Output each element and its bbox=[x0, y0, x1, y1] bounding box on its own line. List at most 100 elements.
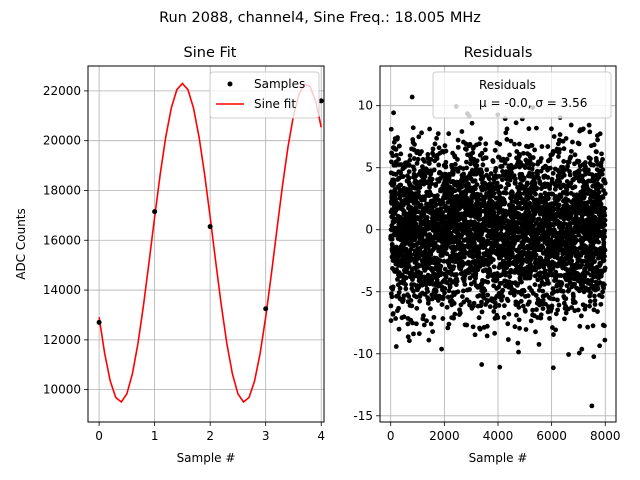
residual-point bbox=[556, 154, 561, 159]
residual-point bbox=[479, 299, 484, 305]
residual-point bbox=[568, 148, 574, 154]
residual-point bbox=[424, 318, 429, 324]
residual-point bbox=[446, 321, 452, 327]
residual-point bbox=[435, 298, 441, 303]
residual-point bbox=[403, 282, 408, 287]
residual-point bbox=[428, 157, 434, 162]
residual-point bbox=[540, 306, 546, 312]
residual-point bbox=[533, 191, 538, 197]
residual-point bbox=[476, 315, 482, 321]
sine-fit-legend: Samples Sine fit bbox=[209, 71, 320, 119]
residual-point bbox=[589, 403, 595, 409]
residual-point bbox=[572, 152, 578, 158]
residual-point bbox=[508, 138, 514, 144]
residual-point bbox=[497, 141, 503, 147]
residual-point bbox=[482, 288, 488, 293]
residual-point bbox=[570, 139, 575, 145]
residual-point bbox=[476, 250, 482, 256]
residual-point bbox=[434, 135, 439, 141]
residual-point bbox=[396, 305, 401, 311]
residual-point bbox=[476, 217, 482, 222]
sample-point bbox=[96, 319, 102, 325]
residual-point bbox=[413, 174, 418, 179]
residual-point bbox=[512, 176, 518, 182]
residual-point bbox=[398, 170, 403, 176]
residual-point bbox=[507, 177, 513, 183]
residual-point bbox=[588, 156, 593, 162]
residual-point bbox=[526, 299, 532, 305]
residual-point bbox=[423, 194, 428, 199]
residual-point bbox=[414, 160, 420, 166]
residual-point bbox=[602, 191, 608, 196]
residual-point bbox=[492, 300, 498, 306]
residual-point bbox=[479, 309, 485, 315]
residual-point bbox=[517, 325, 522, 331]
residual-point bbox=[472, 186, 478, 192]
residual-point bbox=[444, 304, 450, 310]
residual-point bbox=[485, 292, 491, 298]
residual-point bbox=[421, 211, 427, 217]
residual-point bbox=[533, 267, 538, 273]
sine-fit-ytick-label: 22000 bbox=[43, 84, 81, 98]
residual-point bbox=[400, 202, 406, 208]
residual-point bbox=[602, 217, 608, 223]
residual-point bbox=[558, 273, 564, 278]
residual-point bbox=[442, 290, 447, 296]
residual-point bbox=[421, 313, 426, 319]
residuals-ytick-label: 0 bbox=[365, 223, 373, 237]
residual-point bbox=[482, 147, 488, 153]
residual-point bbox=[592, 258, 597, 264]
residual-point bbox=[492, 330, 498, 336]
residual-point bbox=[467, 287, 472, 292]
residual-point bbox=[441, 294, 446, 300]
residual-point bbox=[492, 304, 498, 310]
residual-point bbox=[525, 293, 531, 299]
residual-point bbox=[568, 220, 574, 226]
residual-point bbox=[513, 120, 519, 126]
residual-point bbox=[440, 200, 446, 205]
residual-point bbox=[446, 288, 452, 294]
sine-fit-curve bbox=[98, 82, 323, 404]
residuals-ticks: 0 2000 4000 6000 8000 -15 -10 -5 0 5 10 bbox=[353, 99, 620, 443]
residual-point bbox=[583, 171, 588, 177]
sample-point bbox=[263, 306, 269, 312]
residual-point bbox=[532, 180, 538, 186]
residual-point bbox=[507, 152, 512, 158]
residual-point bbox=[480, 236, 486, 242]
residual-point bbox=[512, 141, 517, 147]
residual-point bbox=[516, 304, 522, 310]
residual-point bbox=[390, 311, 396, 316]
residual-point bbox=[401, 314, 407, 320]
residual-point bbox=[426, 337, 432, 343]
residual-point bbox=[417, 298, 423, 304]
residual-point bbox=[537, 270, 543, 276]
residual-point bbox=[585, 281, 591, 286]
residual-point bbox=[511, 292, 517, 298]
residual-point bbox=[585, 324, 591, 330]
residual-point bbox=[564, 179, 570, 184]
residual-point bbox=[564, 187, 570, 193]
residual-point bbox=[406, 263, 412, 269]
residual-point bbox=[557, 147, 562, 152]
sine-fit-xtick-label: 0 bbox=[95, 429, 103, 443]
residual-point bbox=[438, 263, 444, 269]
residual-point bbox=[556, 202, 562, 208]
residual-point bbox=[443, 275, 449, 280]
residual-point bbox=[432, 240, 438, 246]
residual-point bbox=[411, 331, 416, 337]
residual-point bbox=[553, 327, 559, 333]
sine-fit-ytick-label: 14000 bbox=[43, 283, 81, 297]
residual-point bbox=[563, 296, 569, 302]
residual-point bbox=[597, 343, 603, 349]
residual-point bbox=[547, 165, 553, 171]
residual-point bbox=[553, 311, 559, 317]
residual-point bbox=[406, 294, 412, 299]
residual-point bbox=[389, 294, 395, 300]
residual-point bbox=[393, 344, 399, 349]
sine-fit-ytick-label: 12000 bbox=[43, 333, 81, 347]
residual-point bbox=[547, 316, 552, 321]
residual-point bbox=[462, 217, 468, 222]
residual-point bbox=[513, 180, 518, 186]
residual-point bbox=[591, 354, 597, 360]
residual-point bbox=[454, 272, 459, 277]
